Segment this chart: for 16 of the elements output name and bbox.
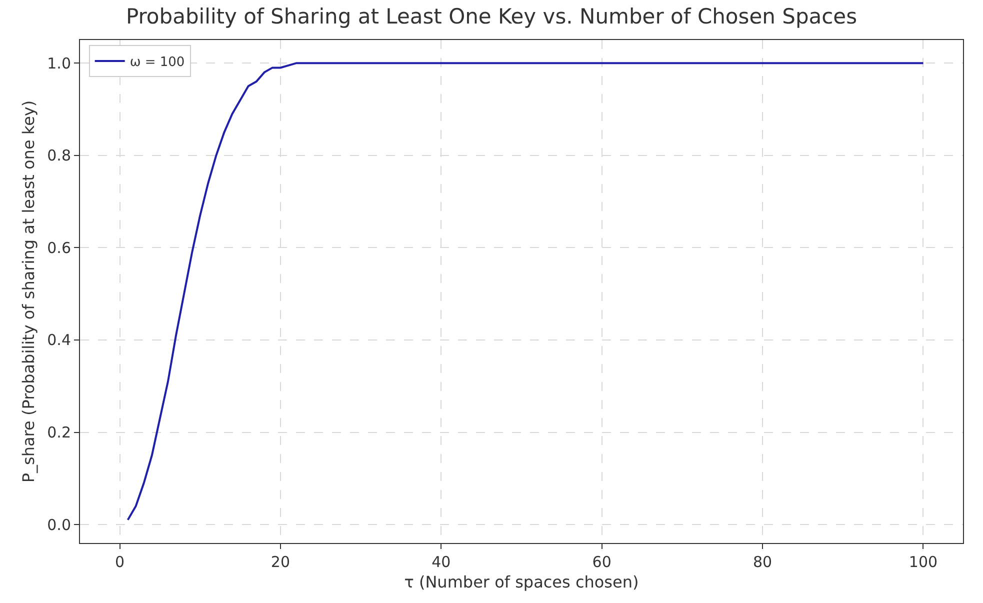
y-tick-label: 0.2 — [47, 424, 71, 442]
x-tick-label: 60 — [592, 553, 612, 571]
x-tick-label: 80 — [752, 553, 772, 571]
x-tick-label: 0 — [114, 553, 125, 571]
y-tick-label: 0.8 — [47, 146, 71, 165]
x-tick-label: 20 — [270, 553, 290, 571]
y-tick-label: 0.0 — [47, 516, 71, 534]
y-tick-label: 1.0 — [47, 54, 71, 72]
x-tick-label: 40 — [432, 553, 451, 571]
legend-label: ω = 100 — [130, 55, 185, 70]
y-tick-label: 0.4 — [47, 331, 71, 350]
x-axis-title: τ (Number of spaces chosen) — [404, 572, 639, 592]
chart-title: Probability of Sharing at Least One Key vs. Number of Chosen Spaces — [126, 4, 858, 29]
y-tick-label: 0.6 — [47, 238, 71, 257]
x-tick-label: 100 — [908, 553, 938, 571]
y-axis-title: P_share (Probability of sharing at least one key) — [19, 100, 38, 483]
